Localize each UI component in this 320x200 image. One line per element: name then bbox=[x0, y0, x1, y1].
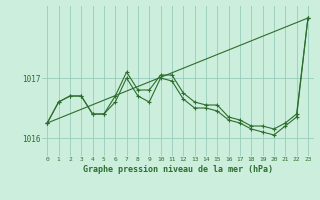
X-axis label: Graphe pression niveau de la mer (hPa): Graphe pression niveau de la mer (hPa) bbox=[83, 165, 273, 174]
